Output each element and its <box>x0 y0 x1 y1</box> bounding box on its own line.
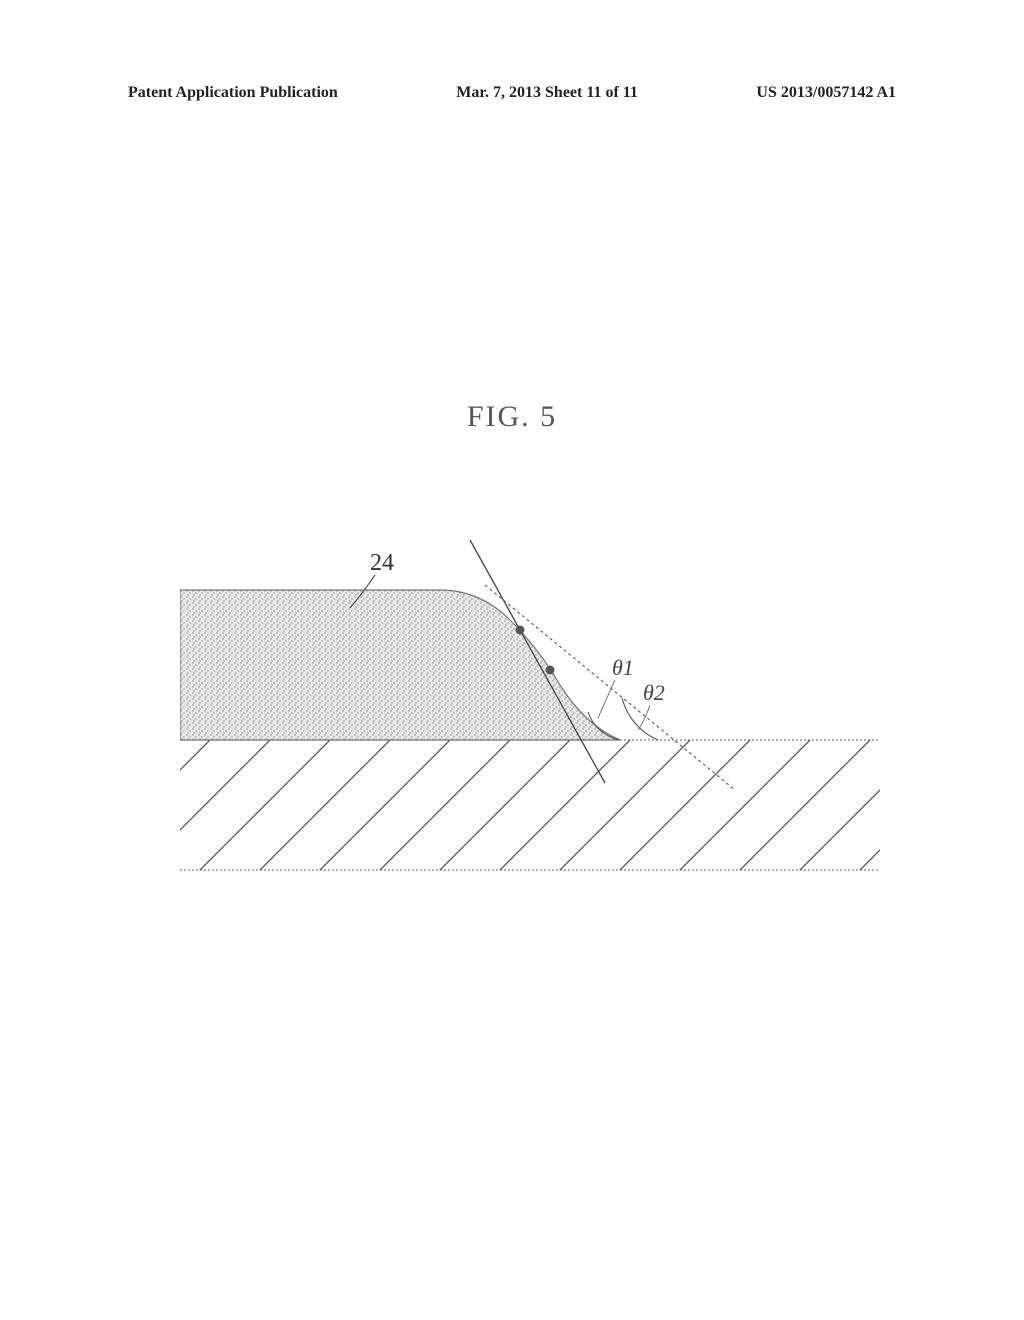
angle-theta-2: θ2 <box>643 680 665 705</box>
figure-label: FIG. 5 <box>0 400 1024 434</box>
angle-theta-1: θ1 <box>612 655 634 680</box>
page-header: Patent Application Publication Mar. 7, 2… <box>128 84 896 102</box>
tangent-point-2 <box>546 666 555 675</box>
header-pubnumber: US 2013/0057142 A1 <box>756 84 896 102</box>
layer-24 <box>180 590 620 740</box>
tangent-point-1 <box>516 626 525 635</box>
header-date-sheet: Mar. 7, 2013 Sheet 11 of 11 <box>456 84 638 102</box>
figure-5: 24 θ1 θ2 <box>180 530 880 910</box>
ref-number-24: 24 <box>370 550 394 576</box>
substrate <box>180 740 880 870</box>
header-publication: Patent Application Publication <box>128 84 338 102</box>
